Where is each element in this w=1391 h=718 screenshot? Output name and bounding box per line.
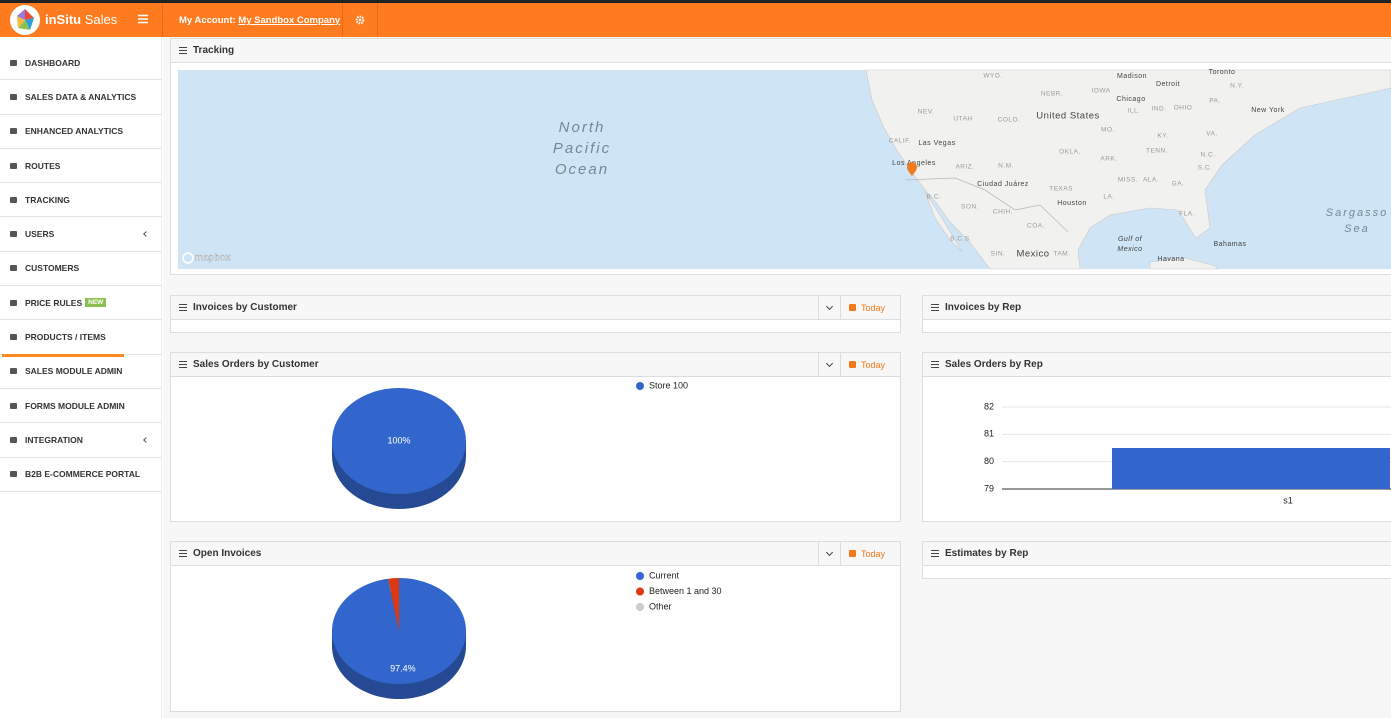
expand-chevron	[143, 231, 149, 237]
brand-name: inSitu	[45, 12, 82, 27]
product-name: Sales	[84, 12, 118, 27]
nav-icon	[10, 196, 17, 203]
panel-icon	[179, 47, 187, 54]
nav-icon	[10, 231, 17, 238]
panel: Open Invoices Today	[170, 541, 901, 712]
panel-icon	[179, 304, 187, 311]
brand[interactable]: inSitu Sales	[45, 12, 117, 27]
panel-header: Sales Orders by Customer Today	[171, 353, 900, 377]
menu-toggle[interactable]	[138, 14, 148, 24]
dropdown-toggle[interactable]	[818, 542, 840, 566]
panel-title: Tracking	[193, 45, 235, 56]
nav-item[interactable]: B2B E-COMMERCE PORTAL	[0, 458, 162, 492]
account-label: My Account:	[179, 15, 236, 26]
nav-item[interactable]: FORMS MODULE ADMIN	[0, 389, 162, 424]
nav-label: USERS	[25, 229, 55, 240]
dropdown-toggle[interactable]	[818, 296, 840, 320]
nav-icon	[10, 59, 17, 66]
nav-label: CUSTOMERS	[25, 263, 80, 274]
nav-label: TRACKING	[25, 194, 70, 205]
nav-icon	[10, 162, 17, 169]
nav-label: ENHANCED ANALYTICS	[25, 126, 124, 137]
nav-icon	[10, 368, 17, 375]
panel: Sales Orders by Customer Today	[170, 352, 901, 522]
nav-item[interactable]: INTEGRATION	[0, 423, 162, 458]
active-underline	[2, 353, 124, 357]
nav-item[interactable]: TRACKING	[0, 183, 162, 218]
separator	[162, 3, 163, 37]
top-bar: inSitu Sales My Account: My Sandbox Comp…	[0, 0, 1391, 37]
panel: Invoices by Customer Today	[170, 295, 901, 333]
settings-button[interactable]	[355, 15, 365, 25]
nav-icon	[10, 436, 17, 443]
nav-item[interactable]: SALES MODULE ADMIN	[0, 355, 162, 389]
nav-item[interactable]: SALES DATA & ANALYTICS	[0, 80, 162, 115]
nav-icon	[10, 402, 17, 409]
panel-title: Invoices by Rep	[945, 302, 1022, 313]
panel-title: Sales Orders by Rep	[945, 359, 1043, 370]
separator	[342, 3, 343, 37]
panel-title: Open Invoices	[193, 548, 262, 559]
account-name[interactable]: My Sandbox Company	[238, 15, 341, 26]
main-content: Tracking Invoices by Customer Today Invoic…	[163, 37, 1391, 718]
nav-icon	[10, 93, 17, 100]
logo[interactable]	[9, 4, 41, 36]
panel-icon	[179, 361, 187, 368]
panel: Estimates by Rep	[922, 541, 1391, 579]
nav-label: PRODUCTS / ITEMS	[25, 332, 106, 343]
nav-label: FORMS MODULE ADMIN	[25, 400, 125, 411]
panel-header: Invoices by Rep	[923, 296, 1391, 320]
separator	[377, 3, 378, 37]
panel-icon	[931, 304, 939, 311]
panel-header: Invoices by Customer Today	[171, 296, 900, 320]
panel: Sales Orders by Rep	[922, 352, 1391, 522]
nav-icon	[10, 334, 17, 341]
panel-header: Tracking	[171, 39, 1391, 63]
nav-icon	[10, 299, 17, 306]
date-filter[interactable]: Today	[840, 353, 900, 377]
expand-chevron	[143, 437, 149, 443]
nav-item[interactable]: PRODUCTS / ITEMS	[0, 320, 162, 357]
panel-title: Estimates by Rep	[945, 548, 1029, 559]
nav-item[interactable]: PRICE RULES NEW	[0, 286, 162, 321]
date-filter[interactable]: Today	[840, 296, 900, 320]
date-filter[interactable]: Today	[840, 542, 900, 566]
sidebar: DASHBOARD SALES DATA & ANALYTICS ENHANCED …	[0, 37, 162, 718]
nav-item[interactable]: DASHBOARD	[0, 46, 162, 81]
nav-icon	[10, 471, 17, 478]
panel-header: Open Invoices Today	[171, 542, 900, 566]
nav-label: DASHBOARD	[25, 57, 81, 68]
new-badge: NEW	[85, 298, 107, 308]
account: My Account: My Sandbox Company	[179, 15, 340, 26]
panel: Invoices by Rep	[922, 295, 1391, 333]
nav-item[interactable]: ENHANCED ANALYTICS	[0, 115, 162, 149]
panel-title: Sales Orders by Customer	[193, 359, 319, 370]
nav-label: INTEGRATION	[25, 434, 83, 445]
panel-header: Estimates by Rep	[923, 542, 1391, 566]
nav-item[interactable]: CUSTOMERS	[0, 252, 162, 287]
tracking-panel: Tracking	[170, 38, 1391, 275]
nav-icon	[10, 128, 17, 135]
dropdown-toggle[interactable]	[818, 353, 840, 377]
panel-icon	[179, 550, 187, 557]
nav-label: ROUTES	[25, 160, 61, 171]
nav-item[interactable]: ROUTES	[0, 149, 162, 184]
panel-header: Sales Orders by Rep	[923, 353, 1391, 377]
nav-label: SALES DATA & ANALYTICS	[25, 91, 137, 102]
nav-label: B2B E-COMMERCE PORTAL	[25, 469, 141, 480]
nav-label: SALES MODULE ADMIN	[25, 366, 123, 377]
nav-item[interactable]: USERS	[0, 218, 162, 252]
panel-title: Invoices by Customer	[193, 302, 297, 313]
nav-icon	[10, 265, 17, 272]
panel-icon	[931, 361, 939, 368]
nav-label: PRICE RULES	[25, 297, 83, 308]
panel-icon	[931, 550, 939, 557]
